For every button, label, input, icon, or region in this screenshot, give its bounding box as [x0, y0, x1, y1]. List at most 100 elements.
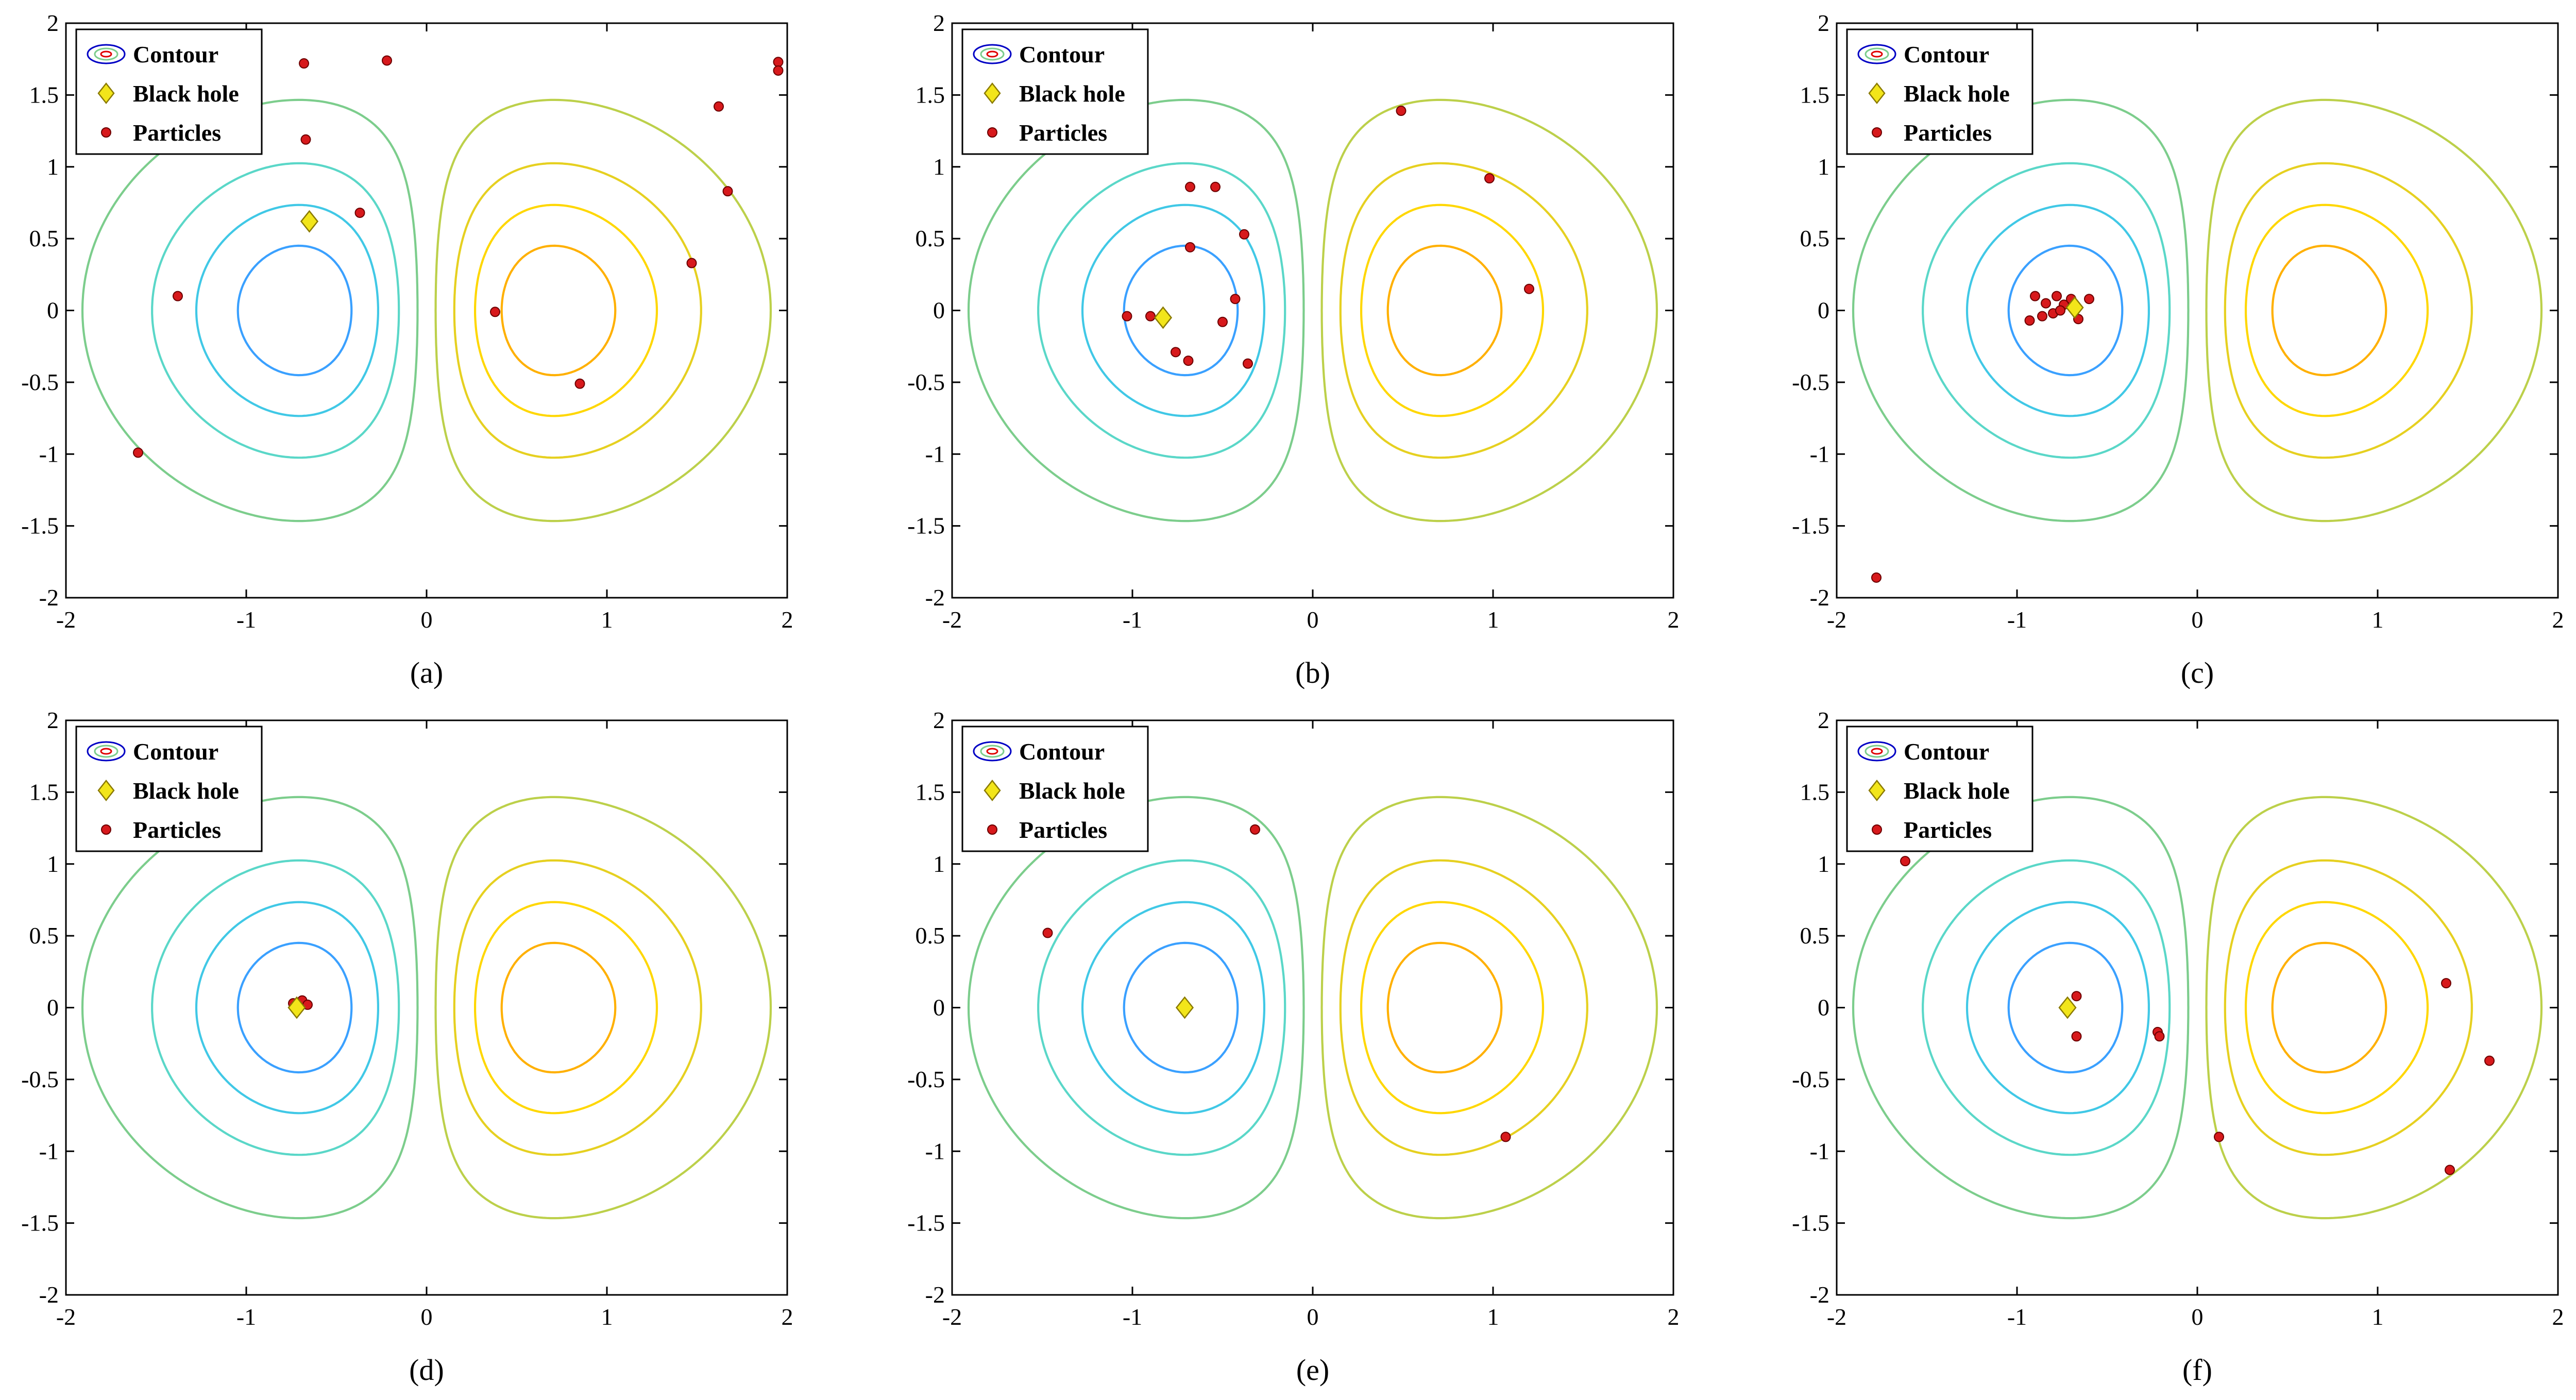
contour-level-6 — [2007, 244, 2124, 377]
particle-point — [1171, 347, 1181, 358]
y-tick-label: -2 — [39, 584, 59, 611]
contour-level-6 — [236, 941, 353, 1074]
y-tick-label: 0 — [47, 994, 59, 1021]
contour-level-10 — [2205, 796, 2543, 1220]
y-tick-label: -0.5 — [907, 369, 945, 395]
legend-label: Black hole — [133, 80, 239, 107]
contour-level-11 — [453, 859, 702, 1156]
contour-level-8 — [1037, 859, 1286, 1156]
particle-point — [1145, 311, 1156, 322]
particle-point — [574, 378, 585, 389]
x-tick-label: -2 — [56, 606, 76, 633]
particle-point — [1250, 824, 1260, 835]
contour-level-6 — [2007, 941, 2124, 1074]
y-tick-label: 0.5 — [1800, 225, 1830, 251]
contour-level-13 — [2271, 941, 2387, 1074]
x-tick-label: -2 — [56, 1304, 76, 1330]
particle-point — [2024, 315, 2035, 326]
x-tick-label: -1 — [2007, 1304, 2027, 1330]
legend-label: Particles — [1904, 120, 1992, 146]
particle-point — [2484, 1055, 2495, 1066]
y-tick-label: -1 — [925, 441, 945, 467]
y-tick-label: -1 — [925, 1138, 945, 1164]
legend-label: Contour — [1019, 738, 1105, 765]
panel-caption: (c) — [2181, 656, 2214, 689]
y-tick-label: 1.5 — [916, 779, 945, 805]
diamond-icon — [97, 779, 115, 802]
diamond-icon — [1868, 779, 1886, 802]
y-tick-label: -1.5 — [1792, 513, 1829, 539]
y-tick-label: 0.5 — [29, 225, 59, 251]
legend-label: Black hole — [1904, 778, 2010, 804]
y-tick-label: 2 — [933, 707, 945, 733]
particle-point — [382, 55, 392, 66]
y-tick-label: -1.5 — [1792, 1210, 1829, 1236]
contour-level-7 — [1081, 204, 1265, 417]
black-hole-marker — [300, 210, 319, 233]
diamond-icon — [97, 82, 115, 105]
panel-caption: (a) — [410, 656, 443, 689]
particle-point — [300, 134, 311, 145]
particle-point — [773, 57, 784, 68]
legend: Contour Black hole Particles — [961, 726, 1149, 852]
dot-icon — [101, 824, 111, 835]
contour-level-12 — [1360, 204, 1545, 417]
particle-point — [1239, 229, 1249, 240]
x-tick-label: -1 — [236, 1304, 256, 1330]
dot-icon — [1872, 127, 1882, 138]
particle-point — [133, 447, 143, 458]
particles — [133, 55, 784, 458]
y-tick-label: -0.5 — [1792, 369, 1829, 395]
particle-point — [1500, 1132, 1511, 1142]
particle-point — [2071, 991, 2082, 1002]
y-tick-label: 1.5 — [29, 779, 59, 805]
y-tick-label: 2 — [1818, 707, 1829, 733]
contour-level-6 — [236, 244, 353, 377]
y-tick-label: 1.5 — [29, 81, 59, 108]
legend-label: Contour — [133, 41, 218, 68]
particle-point — [2084, 294, 2094, 305]
x-tick-label: 0 — [421, 606, 433, 633]
legend-label: Contour — [133, 738, 218, 765]
x-tick-label: -2 — [1827, 1304, 1846, 1330]
contour-level-13 — [1386, 941, 1503, 1074]
panel-b: -2 -1 0 1 2 -2 -1.5 -1 -0.5 0 0.5 1 1.5 2 Contour Black… — [907, 10, 1679, 689]
y-tick-label: -2 — [39, 1281, 59, 1308]
legend-label: Contour — [1904, 738, 1989, 765]
y-tick-label: -1 — [1810, 441, 1829, 467]
particle-point — [1871, 572, 1882, 583]
particles — [1871, 291, 2094, 583]
legend: Contour Black hole Particles — [75, 28, 263, 155]
y-tick-label: -2 — [925, 1281, 945, 1308]
contour-icon — [1857, 741, 1896, 762]
contour-lines — [81, 98, 772, 522]
y-tick-label: 1 — [47, 154, 59, 180]
particles — [1042, 824, 1511, 1142]
contour-level-6 — [1123, 244, 1239, 377]
y-tick-label: 0 — [47, 297, 59, 324]
panel-a: -2 -1 0 1 2 -2 -1.5 -1 -0.5 0 0.5 1 1.5 2 Contour Black… — [21, 10, 793, 689]
legend-label: Black hole — [1904, 80, 2010, 107]
x-tick-label: -1 — [1123, 1304, 1142, 1330]
contour-level-8 — [151, 859, 400, 1156]
panel-f: -2 -1 0 1 2 -2 -1.5 -1 -0.5 0 0.5 1 1.5 2 Contour Black… — [1792, 707, 2564, 1387]
particle-point — [1042, 927, 1053, 938]
legend: Contour Black hole Particles — [1846, 28, 2033, 155]
y-tick-label: 2 — [933, 10, 945, 36]
y-tick-label: 1 — [933, 851, 945, 877]
y-tick-label: -0.5 — [1792, 1066, 1829, 1092]
x-tick-label: 0 — [1307, 606, 1319, 633]
y-tick-label: 1 — [1818, 851, 1829, 877]
particle-point — [1243, 358, 1253, 369]
x-tick-label: 1 — [2372, 1304, 2384, 1330]
y-tick-label: 1.5 — [1800, 779, 1830, 805]
x-tick-label: 1 — [601, 1304, 613, 1330]
black-hole-marker — [2065, 296, 2084, 319]
y-tick-label: 0 — [1818, 297, 1829, 324]
particle-point — [686, 258, 697, 268]
y-tick-label: 0.5 — [916, 922, 945, 949]
diamond-icon — [984, 779, 1001, 802]
panel-d: -2 -1 0 1 2 -2 -1.5 -1 -0.5 0 0.5 1 1.5 2 Contour Black… — [21, 707, 793, 1387]
contour-icon — [87, 44, 126, 64]
